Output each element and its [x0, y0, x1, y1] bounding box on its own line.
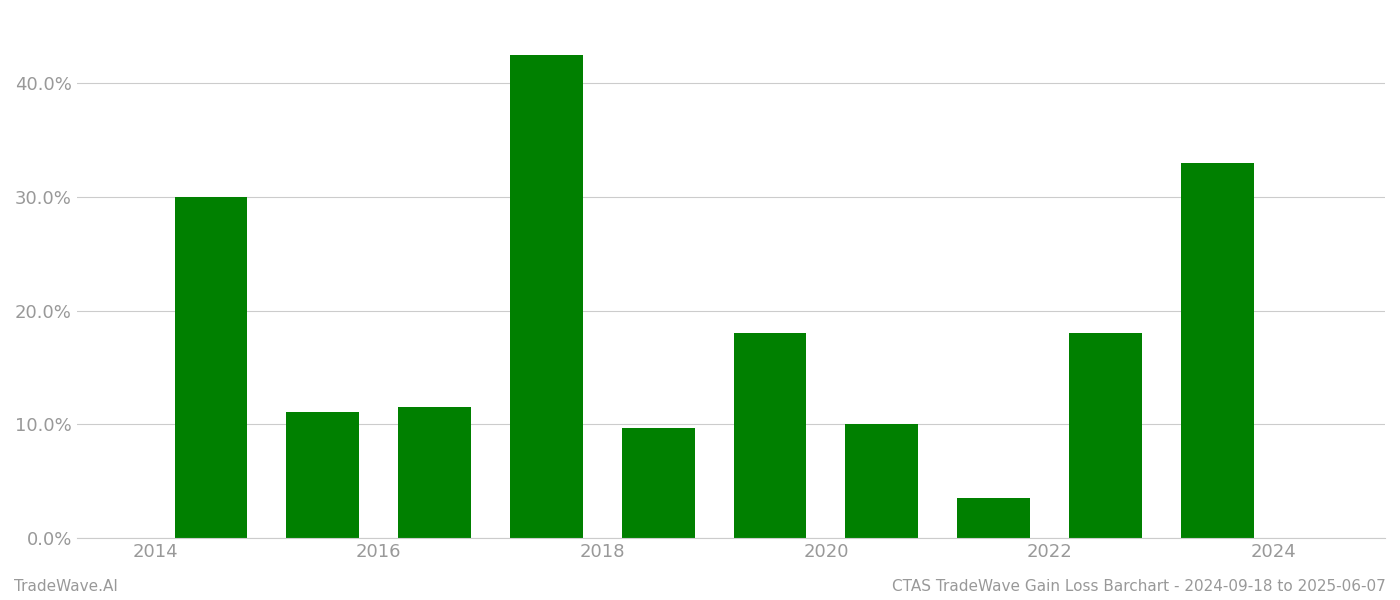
Text: CTAS TradeWave Gain Loss Barchart - 2024-09-18 to 2025-06-07: CTAS TradeWave Gain Loss Barchart - 2024… — [892, 579, 1386, 594]
Bar — [622, 428, 694, 538]
Bar — [398, 407, 470, 538]
Text: TradeWave.AI: TradeWave.AI — [14, 579, 118, 594]
Bar — [846, 424, 918, 538]
Bar — [958, 499, 1030, 538]
Bar — [510, 55, 582, 538]
Bar — [287, 412, 358, 538]
Bar — [1070, 334, 1142, 538]
Bar — [175, 197, 248, 538]
Bar — [1182, 163, 1253, 538]
Bar — [734, 334, 806, 538]
